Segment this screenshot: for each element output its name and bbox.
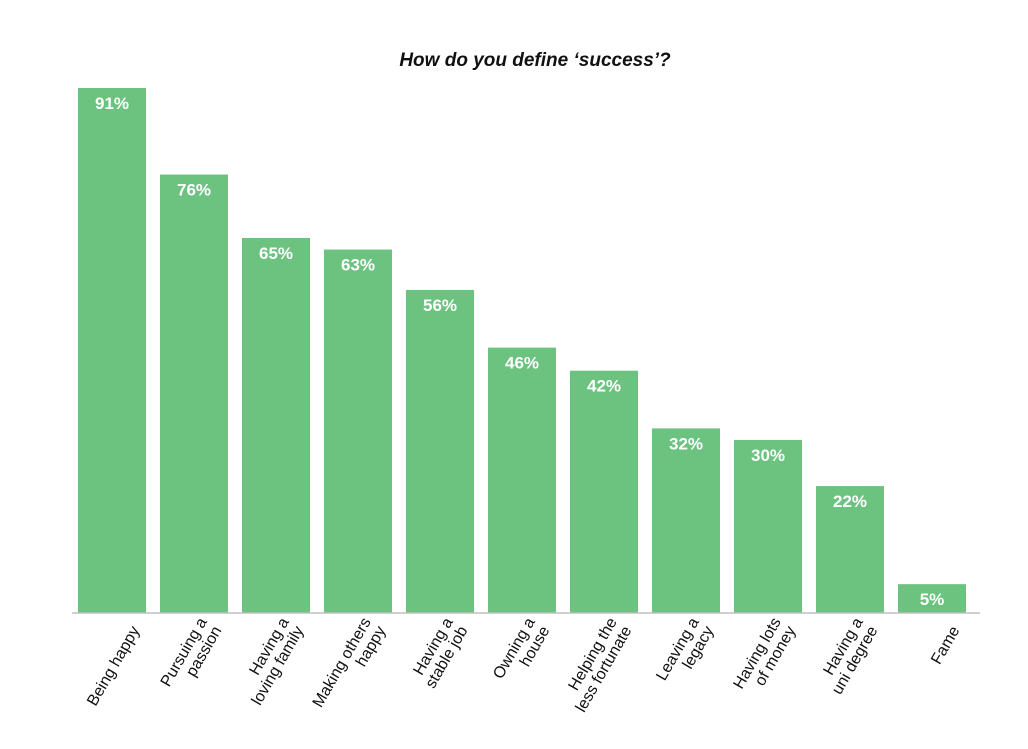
bar-value-label: 22% — [833, 492, 867, 511]
chart-title: How do you define ‘success’? — [399, 50, 671, 71]
bar — [570, 370, 638, 613]
bar-value-label: 76% — [177, 181, 211, 200]
bar — [898, 584, 966, 613]
bar-value-label: 32% — [669, 434, 703, 453]
category-label-line: Fame — [928, 623, 963, 667]
category-label: Fame — [928, 623, 963, 667]
bar — [78, 88, 146, 613]
bar — [160, 174, 228, 614]
category-label-line: Being happy — [84, 624, 143, 710]
bar — [324, 249, 392, 614]
bar-value-label: 5% — [920, 590, 945, 609]
bar-value-label: 46% — [505, 354, 539, 373]
bar-value-label: 42% — [587, 377, 621, 396]
bar — [816, 486, 884, 613]
bar-value-label: 56% — [423, 296, 457, 315]
category-label: Being happy — [84, 624, 143, 710]
bar-value-label: 63% — [341, 256, 375, 275]
bar-value-label: 30% — [751, 446, 785, 465]
bar — [652, 428, 720, 613]
bar — [242, 238, 310, 613]
value-labels-group: 91% 76% 65% 63% 56% 46% 42% 32% 30% 22% 5% — [95, 94, 944, 609]
bars-group — [78, 88, 966, 614]
bar — [488, 347, 556, 613]
bar — [734, 439, 802, 613]
bar — [406, 289, 474, 613]
bar-value-label: 65% — [259, 244, 293, 263]
bar-value-label: 91% — [95, 94, 129, 113]
